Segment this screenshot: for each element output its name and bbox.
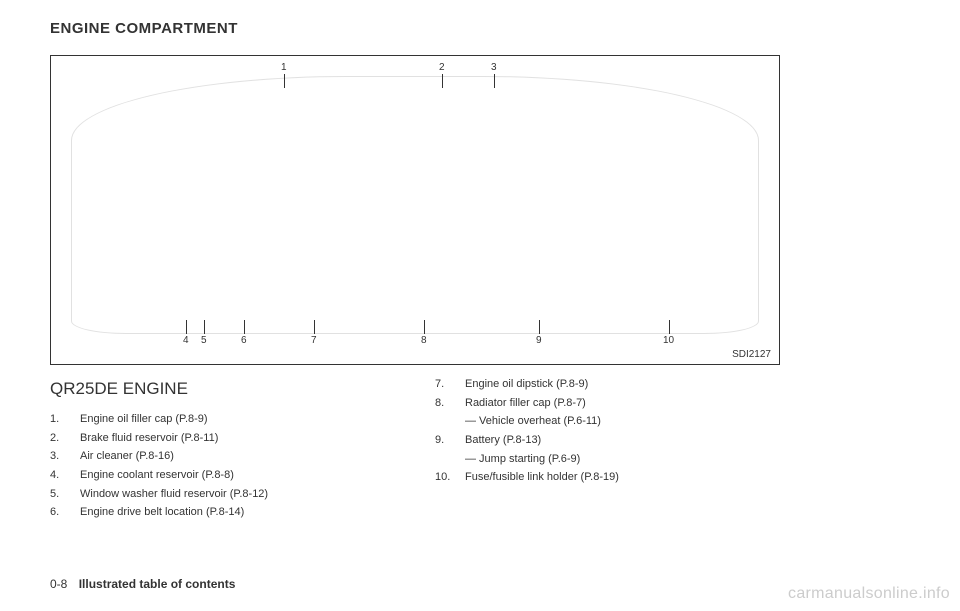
- callout-label: 5: [201, 335, 207, 346]
- watermark: carmanualsonline.info: [788, 585, 950, 603]
- item-text: Engine oil filler cap (P.8-9): [80, 410, 208, 429]
- list-item: 5. Window washer fluid reservoir (P.8-12): [50, 485, 395, 504]
- diagram-code: SDI2127: [732, 349, 771, 360]
- page-title: ENGINE COMPARTMENT: [50, 20, 910, 37]
- item-number: 7.: [435, 375, 453, 394]
- item-text: Battery (P.8-13): [465, 431, 541, 450]
- page-footer: 0-8 Illustrated table of contents: [50, 577, 235, 591]
- item-text: Radiator filler cap (P.8-7): [465, 394, 586, 413]
- item-text: Fuse/fusible link holder (P.8-19): [465, 468, 619, 487]
- list-item: 3. Air cleaner (P.8-16): [50, 447, 395, 466]
- engine-heading: QR25DE ENGINE: [50, 375, 395, 404]
- callout-label: 4: [183, 335, 189, 346]
- list-item: 7. Engine oil dipstick (P.8-9): [435, 375, 780, 394]
- parts-list: QR25DE ENGINE 1. Engine oil filler cap (P…: [50, 375, 780, 522]
- callout-label: 9: [536, 335, 542, 346]
- list-subitem: — Vehicle overheat (P.6-11): [435, 412, 780, 431]
- callout-label: 1: [281, 62, 287, 73]
- callout-label: 10: [663, 335, 674, 346]
- list-subitem: — Jump starting (P.6-9): [435, 450, 780, 469]
- list-item: 4. Engine coolant reservoir (P.8-8): [50, 466, 395, 485]
- left-column: QR25DE ENGINE 1. Engine oil filler cap (P…: [50, 375, 395, 522]
- list-item: 10. Fuse/fusible link holder (P.8-19): [435, 468, 780, 487]
- item-number: 5.: [50, 485, 68, 504]
- item-text: Engine oil dipstick (P.8-9): [465, 375, 588, 394]
- callout-label: 8: [421, 335, 427, 346]
- list-item: 2. Brake fluid reservoir (P.8-11): [50, 429, 395, 448]
- list-item: 8. Radiator filler cap (P.8-7): [435, 394, 780, 413]
- item-text: Air cleaner (P.8-16): [80, 447, 174, 466]
- item-number: 2.: [50, 429, 68, 448]
- list-item: 6. Engine drive belt location (P.8-14): [50, 503, 395, 522]
- item-text: Brake fluid reservoir (P.8-11): [80, 429, 218, 448]
- item-text: Window washer fluid reservoir (P.8-12): [80, 485, 268, 504]
- item-number: 4.: [50, 466, 68, 485]
- item-number: 3.: [50, 447, 68, 466]
- item-text: Engine drive belt location (P.8-14): [80, 503, 244, 522]
- item-number: 1.: [50, 410, 68, 429]
- list-item: 1. Engine oil filler cap (P.8-9): [50, 410, 395, 429]
- engine-outline: [71, 76, 759, 334]
- item-number: 9.: [435, 431, 453, 450]
- right-column: 7. Engine oil dipstick (P.8-9) 8. Radiator …: [435, 375, 780, 522]
- item-number: 6.: [50, 503, 68, 522]
- item-number: 8.: [435, 394, 453, 413]
- engine-diagram: 1 2 3 4 5 6 7 8 9 10 SDI2127: [50, 55, 780, 365]
- callout-label: 7: [311, 335, 317, 346]
- item-text: Engine coolant reservoir (P.8-8): [80, 466, 234, 485]
- callout-label: 3: [491, 62, 497, 73]
- section-name: Illustrated table of contents: [79, 577, 236, 591]
- callout-label: 6: [241, 335, 247, 346]
- page-number: 0-8: [50, 577, 67, 591]
- item-number: 10.: [435, 468, 453, 487]
- callout-label: 2: [439, 62, 445, 73]
- list-item: 9. Battery (P.8-13): [435, 431, 780, 450]
